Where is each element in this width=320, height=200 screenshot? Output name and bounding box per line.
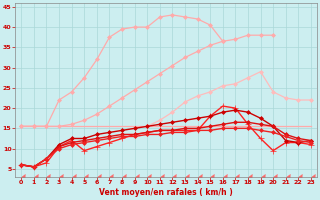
X-axis label: Vent moyen/en rafales ( km/h ): Vent moyen/en rafales ( km/h ) <box>99 188 233 197</box>
